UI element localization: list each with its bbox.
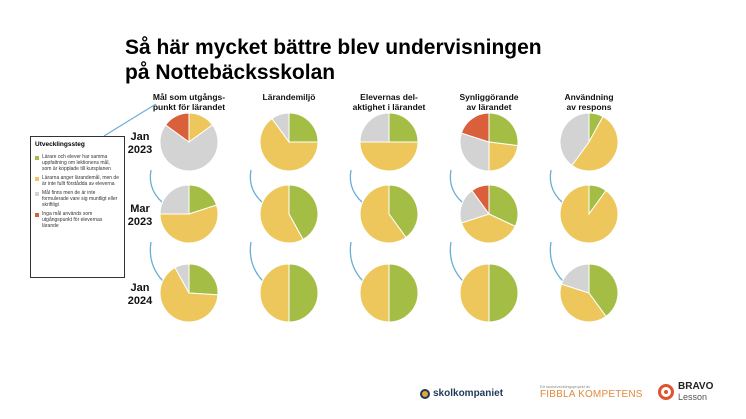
page-title: Så här mycket bättre blev undervisningen… xyxy=(125,35,645,85)
pie-slice-green xyxy=(488,263,519,323)
legend-text: Lärare och elever har samma uppfattning … xyxy=(42,154,111,172)
legend-swatch-red xyxy=(35,212,39,217)
pie-slice-yellow xyxy=(359,184,407,244)
bravo-text: BRAVO xyxy=(678,381,714,392)
title-line-1: Så här mycket bättre blev undervisningen xyxy=(125,36,542,59)
pie-slice-yellow xyxy=(159,204,219,244)
pie-slice-green xyxy=(288,112,319,143)
legend-text: Lärarna anger lärandemål, men de är inte… xyxy=(42,175,119,187)
pie-slice-green xyxy=(588,263,619,318)
legend-swatch-gray xyxy=(35,191,39,196)
column-header: Synliggörande xyxy=(459,92,518,102)
pie-slice-green xyxy=(188,184,218,215)
column-header: Användning xyxy=(564,92,613,102)
legend-item-red: Inga mål används som utgångspunkt för el… xyxy=(35,211,120,229)
column-header: aktighet i lärandet xyxy=(353,102,426,112)
pie-slice-gray xyxy=(459,132,490,172)
pie-slice-yellow xyxy=(460,213,516,244)
pie-chart-grid: Mål som utgångs-punkt för lärandet Lärand… xyxy=(103,92,619,323)
pie-slice-gray xyxy=(560,263,590,294)
pie-slice-gray xyxy=(159,124,219,172)
legend-item-green: Lärare och elever har samma uppfattning … xyxy=(35,154,120,172)
pie-slice-green xyxy=(388,112,419,143)
title-line-2: på Nottebäcksskolan xyxy=(125,61,336,84)
pie-slice-gray xyxy=(359,112,390,143)
pie-slice-yellow xyxy=(571,115,619,172)
pie-slice-yellow xyxy=(559,283,607,323)
pie-slice-red xyxy=(164,112,190,143)
pie-slice-gray xyxy=(559,112,590,167)
pie-slice-gray xyxy=(159,184,190,215)
skolkompaniet-text: skolkompaniet xyxy=(433,388,504,399)
legend-pointer-line xyxy=(103,103,157,137)
legend-box: Utvecklingssteg Lärare och elever har sa… xyxy=(30,136,125,278)
fibbla-subtext: Ett skolutvecklingsprojekt av xyxy=(540,384,591,389)
legend-text: Mål finns men de är inte formulerade var… xyxy=(42,190,118,208)
pie-slice-green xyxy=(188,263,219,296)
column-header: av lärandet xyxy=(467,102,512,112)
pie-slice-yellow xyxy=(359,141,419,172)
legend-swatch-yellow xyxy=(35,176,39,181)
bravo-lesson-logo: BRAVO Lesson xyxy=(658,382,713,402)
pie-slice-red xyxy=(460,112,490,143)
pie-slice-yellow xyxy=(259,184,304,244)
legend-text: Inga mål används som utgångspunkt för el… xyxy=(42,211,103,229)
pie-slice-green xyxy=(488,112,519,147)
row-label: 2024 xyxy=(128,295,153,307)
pie-slice-yellow xyxy=(259,117,319,172)
pie-slice-gray xyxy=(459,189,490,224)
row-label: 2023 xyxy=(128,144,152,156)
footer-logos: skolkompaniet Ett skolutvecklingsprojekt… xyxy=(0,378,746,419)
legend-items: Lärare och elever har samma uppfattning … xyxy=(35,154,120,229)
pie-slice-yellow xyxy=(259,263,290,323)
fibbla-logo: Ett skolutvecklingsprojekt av FIBBLA KOM… xyxy=(540,384,643,400)
skolkompaniet-icon xyxy=(420,388,430,399)
pie-slice-yellow xyxy=(488,141,519,172)
column-header: Mål som utgångs- xyxy=(153,92,225,102)
skolkompaniet-logo: skolkompaniet xyxy=(420,388,503,399)
legend-item-yellow: Lärarna anger lärandemål, men de är inte… xyxy=(35,175,120,187)
pie-slice-yellow xyxy=(359,263,390,323)
pie-slice-red xyxy=(471,184,490,216)
pie-slice-green xyxy=(288,184,319,241)
bravo-icon xyxy=(658,384,674,400)
row-label: Jan xyxy=(131,282,150,294)
pie-slice-yellow xyxy=(159,266,219,323)
legend-title: Utvecklingssteg xyxy=(35,141,85,148)
legend-item-gray: Mål finns men de är inte formulerade var… xyxy=(35,190,120,208)
pie-slice-yellow xyxy=(559,184,619,244)
column-header: av respons xyxy=(567,102,612,112)
pie-slice-green xyxy=(388,184,419,239)
pie-slice-yellow xyxy=(459,263,490,323)
pie-slice-gray xyxy=(174,263,190,294)
column-header: punkt för lärandet xyxy=(153,102,225,112)
legend-swatch-green xyxy=(35,155,39,160)
pie-slice-gray xyxy=(271,112,290,144)
pie-slice-green xyxy=(288,263,319,323)
pie-slice-green xyxy=(488,184,519,228)
fibbla-text: FIBBLA KOMPETENS xyxy=(540,389,643,400)
row-label: Jan xyxy=(131,131,150,143)
row-label: 2023 xyxy=(128,216,152,228)
pie-slice-green xyxy=(388,263,419,323)
row-label: Mar xyxy=(130,203,150,215)
column-header: Lärandemiljö xyxy=(263,92,316,102)
column-header: Elevernas del- xyxy=(360,92,418,102)
lesson-text: Lesson xyxy=(678,392,708,402)
